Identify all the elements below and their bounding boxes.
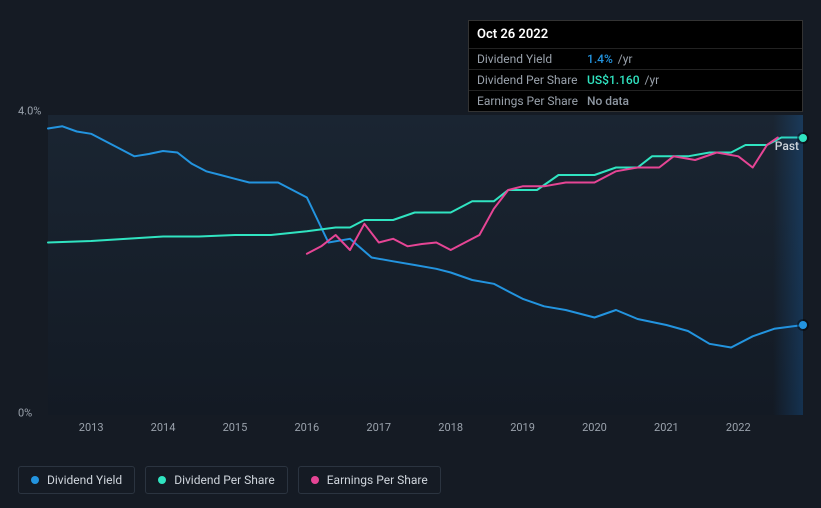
legend-label: Dividend Per Share <box>174 473 275 487</box>
legend-label: Dividend Yield <box>47 473 122 487</box>
series-end-marker <box>799 321 807 329</box>
tooltip-value: 1.4% /yr <box>587 52 632 66</box>
tooltip-label: Dividend Per Share <box>477 73 587 87</box>
tooltip-value: No data <box>587 94 629 108</box>
y-tick-max: 4.0% <box>18 105 41 118</box>
x-tick: 2014 <box>151 421 176 434</box>
x-tick: 2015 <box>223 421 248 434</box>
x-tick: 2016 <box>294 421 319 434</box>
x-tick: 2022 <box>726 421 751 434</box>
tooltip-label: Dividend Yield <box>477 52 587 66</box>
x-tick: 2021 <box>654 421 679 434</box>
legend-item[interactable]: Dividend Per Share <box>145 466 288 494</box>
chart-tooltip: Oct 26 2022 Dividend Yield1.4% /yrDivide… <box>468 20 803 112</box>
chart-plot-area[interactable]: Past <box>48 115 803 415</box>
y-tick-min: 0% <box>18 407 32 420</box>
chart-container: 4.0% 0% Past 201320142015201620172018201… <box>18 105 803 445</box>
tooltip-row: Dividend Yield1.4% /yr <box>469 48 802 69</box>
past-label: Past <box>775 139 799 153</box>
legend-dot-icon <box>158 476 166 484</box>
chart-lines <box>48 115 803 415</box>
x-tick: 2013 <box>79 421 104 434</box>
x-tick: 2019 <box>510 421 535 434</box>
tooltip-row: Earnings Per ShareNo data <box>469 90 802 111</box>
legend-dot-icon <box>31 476 39 484</box>
x-tick: 2020 <box>582 421 607 434</box>
legend-label: Earnings Per Share <box>327 473 428 487</box>
x-tick: 2018 <box>438 421 463 434</box>
tooltip-value: US$1.160 /yr <box>587 73 659 87</box>
series-line <box>307 138 778 254</box>
chart-legend: Dividend Yield Dividend Per Share Earnings… <box>18 466 441 494</box>
legend-item[interactable]: Earnings Per Share <box>298 466 441 494</box>
legend-item[interactable]: Dividend Yield <box>18 466 135 494</box>
tooltip-label: Earnings Per Share <box>477 94 587 108</box>
series-line <box>48 138 803 243</box>
x-axis: 2013 2014 2015 2016 2017 2018 2019 2020 2021 2022 <box>48 421 803 441</box>
legend-dot-icon <box>311 476 319 484</box>
tooltip-row: Dividend Per ShareUS$1.160 /yr <box>469 69 802 90</box>
y-axis: 4.0% 0% <box>18 105 46 445</box>
series-end-marker <box>799 134 807 142</box>
tooltip-date: Oct 26 2022 <box>469 21 802 48</box>
x-tick: 2017 <box>366 421 391 434</box>
